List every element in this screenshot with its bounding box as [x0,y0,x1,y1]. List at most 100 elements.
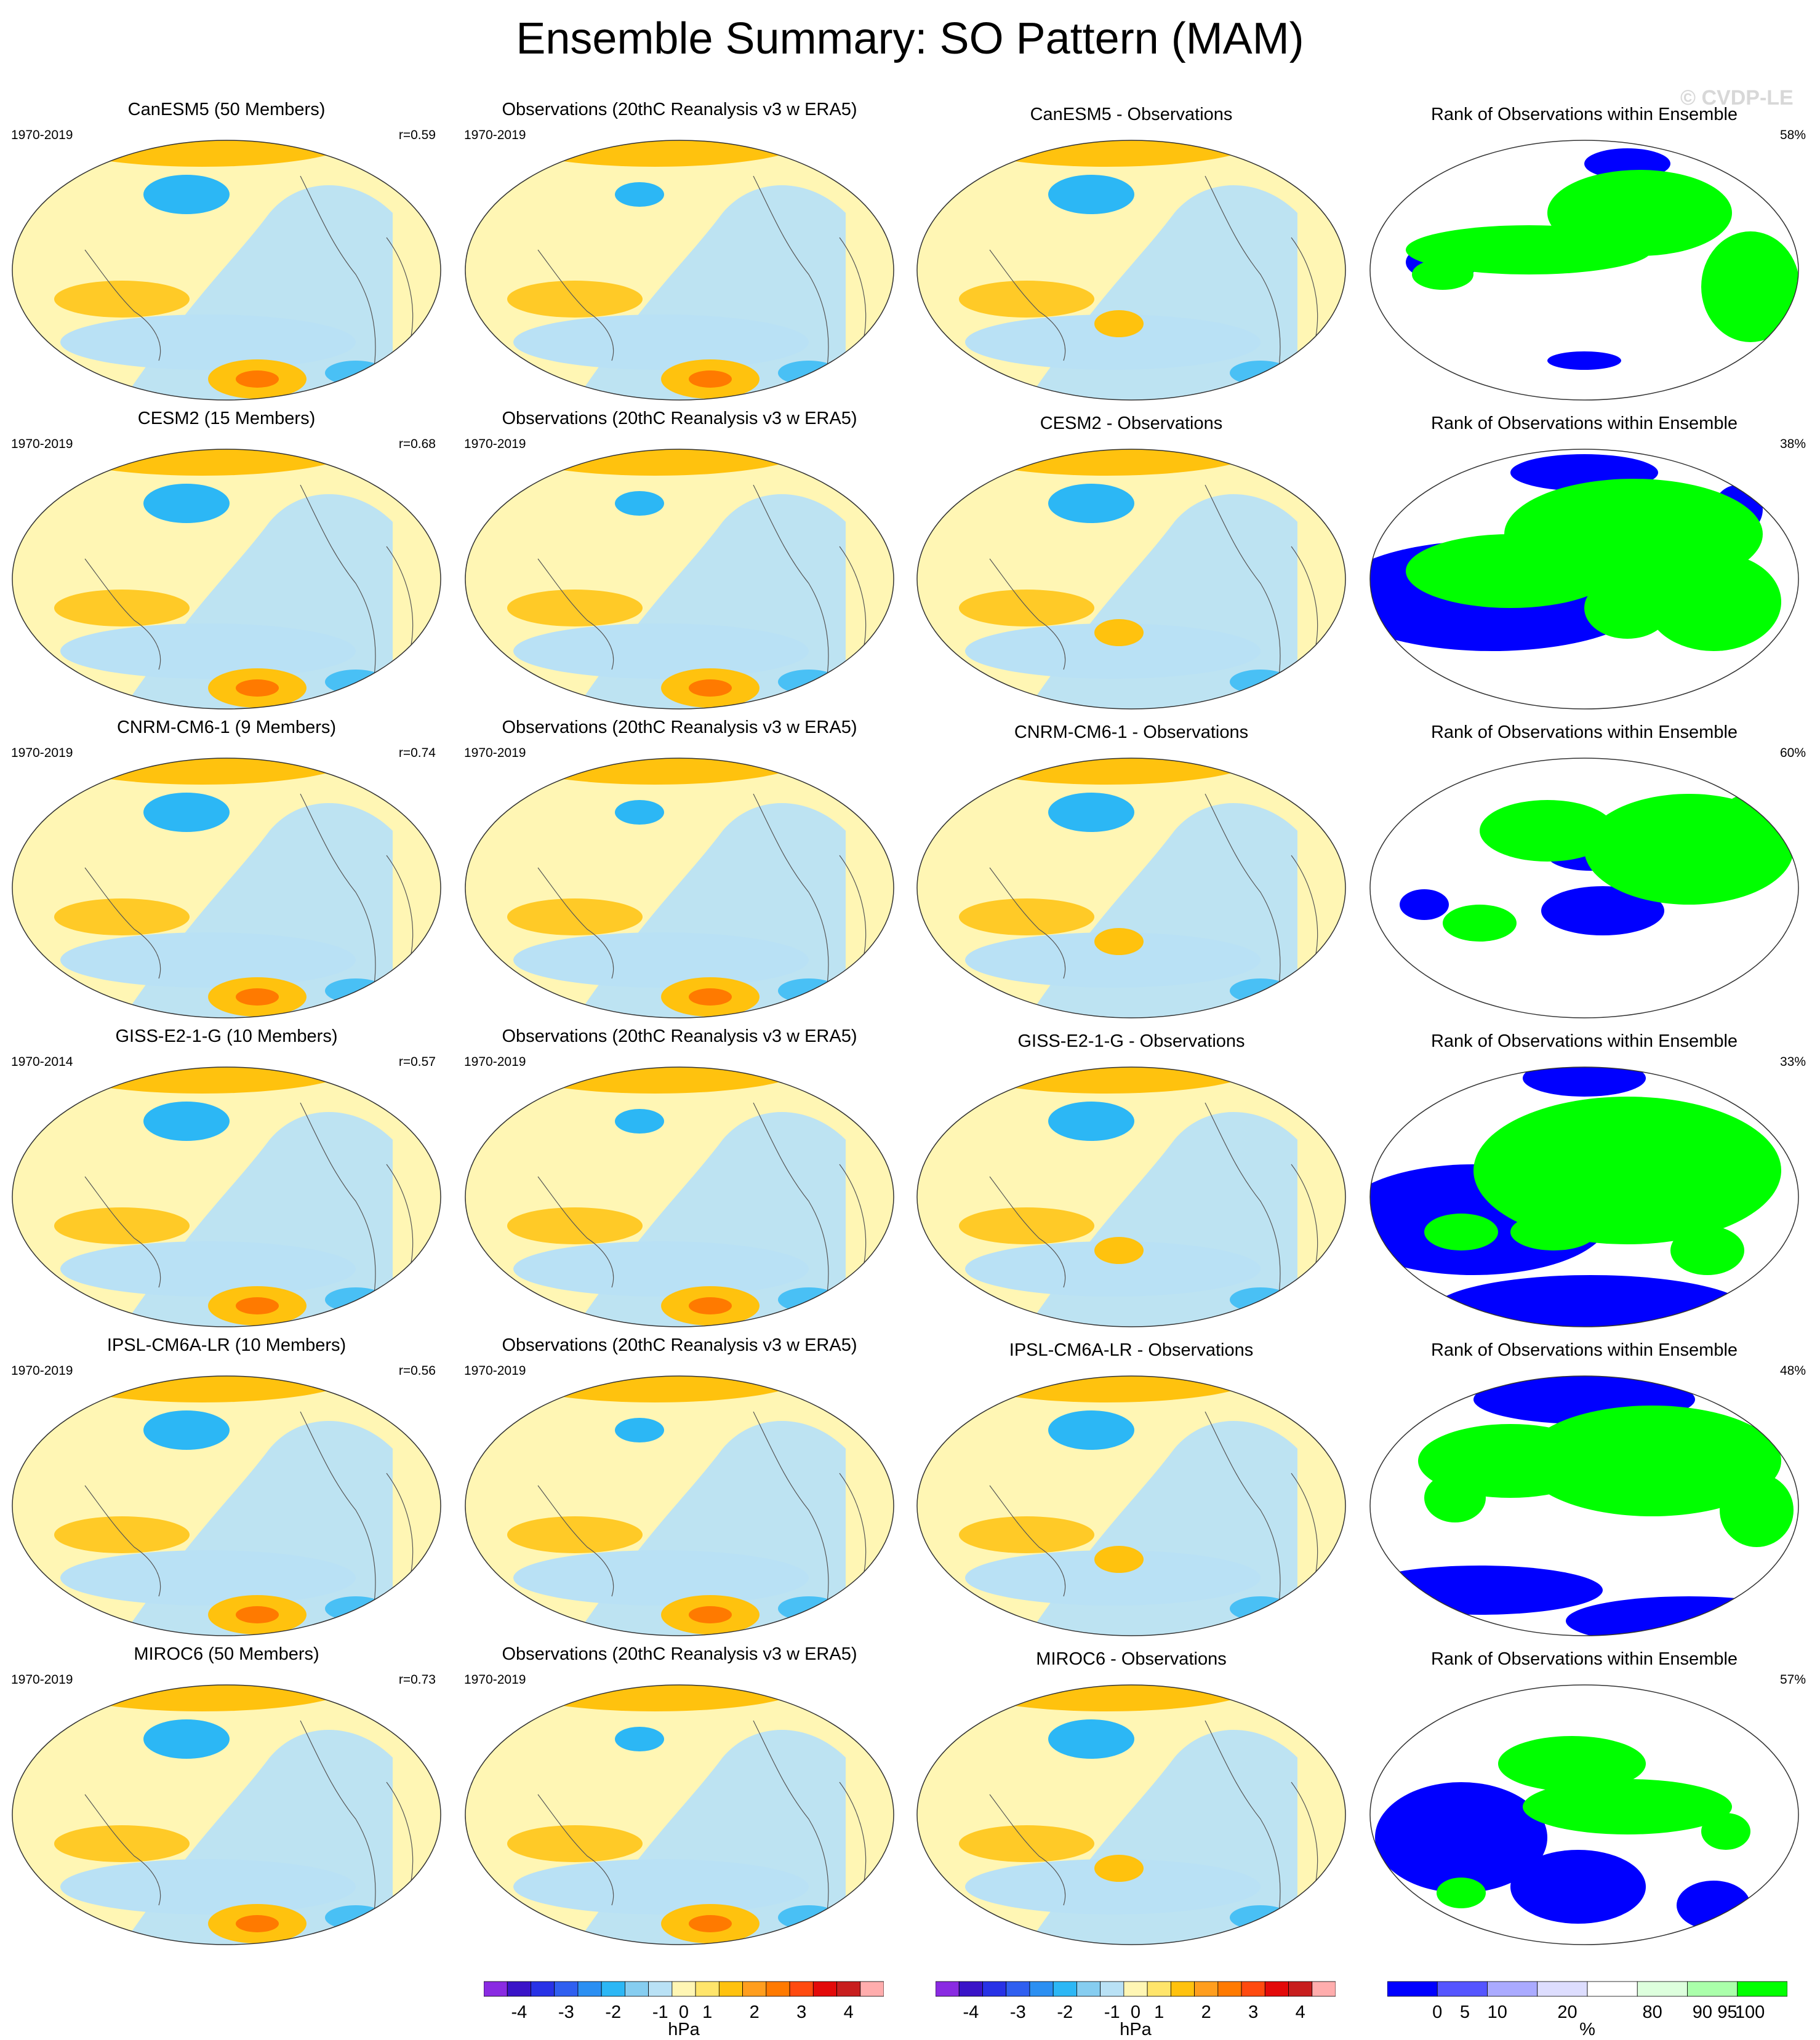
rank-panel-title: Rank of Observations within Ensemble [1430,1649,1738,1669]
obs-map [465,758,894,1018]
colorbar-tick-label: 3 [796,2002,807,2022]
obs-map [465,1684,894,1945]
panel-row: CanESM5 (50 Members) 1970-2019 r=0.59 Obser… [0,98,1820,406]
colorbar-box [718,1981,743,1997]
colorbar-box [484,1981,508,1997]
model-map [12,1684,441,1945]
colorbar-box [1170,1981,1195,1997]
colorbar-rank: 0 5 10 20 80 90 95 100% [1387,1980,1787,2039]
colorbar-box [531,1981,555,1997]
obs-map [465,1066,894,1327]
rank-map [1369,140,1799,401]
pattern-correlation-label: r=0.68 [398,437,436,451]
colorbar-tick-label: 3 [1248,2002,1259,2022]
years-label: 1970-2019 [464,1364,526,1378]
diff-map [916,1684,1346,1945]
colorbar-box [1029,1981,1054,1997]
model-panel-title: GISS-E2-1-G (10 Members) [115,1026,338,1046]
rank-map [1369,449,1799,710]
colorbar-box [1737,1981,1787,1997]
panel-row: IPSL-CM6A-LR (10 Members) 1970-2019 r=0.56… [0,1334,1820,1642]
colorbar-unit-label: hPa [1120,2020,1152,2039]
years-label: 1970-2019 [11,128,73,142]
colorbar-box [812,1981,837,1997]
colorbar-swatches [1387,1981,1787,1997]
obs-map [465,449,894,710]
colorbar-box [936,1981,960,1997]
colorbar-box [958,1981,983,1997]
colorbar-box [1288,1981,1313,1997]
colorbar-tick-label: 2 [1201,2002,1211,2022]
colorbar-box [507,1981,531,1997]
colorbar-box [1052,1981,1077,1997]
colorbar-unit-label: hPa [668,2020,700,2039]
colorbar-tick-label: -2 [605,2002,622,2022]
panel-row: CNRM-CM6-1 (9 Members) 1970-2019 r=0.74 Obs… [0,716,1820,1024]
colorbar-tick-label: -2 [1057,2002,1073,2022]
diff-panel-title: CNRM-CM6-1 - Observations [1014,722,1249,742]
colorbar-box [1487,1981,1538,1997]
colorbar-swatches [936,1981,1336,1997]
colorbar-hpa-2: -4 -3 -2 -1 0 1 2 3 4 hPa [936,1980,1336,2039]
obs-panel-title: Observations (20thC Reanalysis v3 w ERA5… [502,1644,857,1664]
colorbar-swatches [484,1981,884,1997]
colorbar-tick-label: 4 [1295,2002,1305,2022]
rank-map-panel: Rank of Observations within Ensemble 57% [1358,1643,1811,1951]
colorbar-box [648,1981,673,1997]
rank-percent-label: 57% [1779,1673,1806,1687]
colorbar-box [554,1981,579,1997]
colorbar-box [671,1981,696,1997]
obs-map-panel: Observations (20thC Reanalysis v3 w ERA5… [453,1025,906,1333]
model-map [12,1066,441,1327]
rank-panel-title: Rank of Observations within Ensemble [1430,1031,1738,1051]
colorbar-box [1147,1981,1171,1997]
colorbar-box [836,1981,861,1997]
diff-map-panel: IPSL-CM6A-LR - Observations [905,1334,1358,1642]
rank-percent-label: 60% [1779,746,1806,760]
colorbar-tick-label: -1 [652,2002,668,2022]
colorbar-tick-label: 100 [1734,2002,1765,2022]
rank-map [1369,1066,1799,1327]
model-map [12,140,441,401]
model-map-panel: IPSL-CM6A-LR (10 Members) 1970-2019 r=0.56 [0,1334,453,1642]
colorbar-tick-label: 0 [1130,2002,1141,2022]
colorbar-box [577,1981,602,1997]
rank-percent-label: 48% [1779,1364,1806,1378]
colorbar-box [1312,1981,1336,1997]
colorbar-tick-label: 1 [1154,2002,1165,2022]
colorbar-tick-label: 80 [1642,2002,1662,2022]
diff-map-panel: GISS-E2-1-G - Observations [905,1025,1358,1333]
colorbar-box [1217,1981,1242,1997]
colorbar-tick-label: 4 [843,2002,854,2022]
colorbar-tick-label: 20 [1557,2002,1577,2022]
colorbar-tick-label: 2 [749,2002,760,2022]
model-map-panel: CNRM-CM6-1 (9 Members) 1970-2019 r=0.74 [0,716,453,1024]
colorbar-box [1387,1981,1438,1997]
diff-panel-title: MIROC6 - Observations [1036,1649,1227,1669]
panel-row: MIROC6 (50 Members) 1970-2019 r=0.73 Observ… [0,1643,1820,1951]
rank-panel-title: Rank of Observations within Ensemble [1430,105,1738,124]
panel-row: GISS-E2-1-G (10 Members) 1970-2014 r=0.57 O… [0,1025,1820,1333]
colorbar-box [1194,1981,1219,1997]
panel-row: CESM2 (15 Members) 1970-2019 r=0.68 Observa… [0,407,1820,715]
colorbar-box [625,1981,649,1997]
colorbar-box [1264,1981,1289,1997]
years-label: 1970-2019 [11,437,73,451]
obs-panel-title: Observations (20thC Reanalysis v3 w ERA5… [502,718,857,737]
rank-percent-label: 33% [1779,1055,1806,1069]
colorbar-box [1637,1981,1688,1997]
colorbar-tick-label: 5 [1459,2002,1470,2022]
colorbar-tick-label: -4 [963,2002,979,2022]
colorbar-box [982,1981,1007,1997]
obs-map-panel: Observations (20thC Reanalysis v3 w ERA5… [453,1643,906,1951]
rank-percent-label: 58% [1779,128,1806,142]
model-panel-title: CanESM5 (50 Members) [127,100,326,119]
rank-panel-title: Rank of Observations within Ensemble [1430,722,1738,742]
rank-map [1369,1375,1799,1636]
diff-panel-title: IPSL-CM6A-LR - Observations [1009,1340,1254,1360]
obs-map [465,1375,894,1636]
colorbar-tick-label: 90 [1692,2002,1713,2022]
pattern-correlation-label: r=0.57 [398,1055,436,1069]
pattern-correlation-label: r=0.74 [398,746,436,760]
colorbar-tick-label: 10 [1487,2002,1507,2022]
